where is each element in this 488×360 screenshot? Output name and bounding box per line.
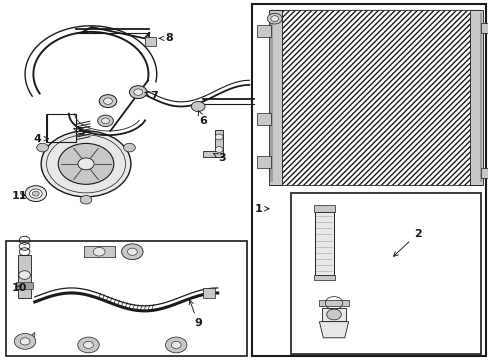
Bar [469, 10, 483, 185]
Text: 6: 6 [198, 111, 206, 126]
Bar [144, 37, 156, 45]
Polygon shape [480, 168, 488, 178]
Circle shape [103, 98, 112, 104]
Circle shape [78, 158, 94, 170]
Circle shape [20, 338, 30, 345]
Text: 3: 3 [213, 153, 226, 163]
Text: 2: 2 [393, 229, 421, 256]
Polygon shape [256, 26, 271, 37]
Circle shape [98, 115, 113, 127]
Circle shape [127, 248, 137, 255]
Text: 5: 5 [74, 127, 85, 136]
Bar [314, 212, 333, 275]
Bar [5, 241, 246, 356]
Polygon shape [203, 130, 222, 157]
Circle shape [122, 244, 143, 260]
Circle shape [78, 337, 99, 353]
Bar [203, 288, 215, 298]
Circle shape [267, 13, 282, 24]
Bar [479, 13, 481, 182]
Circle shape [123, 143, 135, 152]
Circle shape [14, 333, 36, 349]
Circle shape [29, 189, 42, 198]
Text: 11: 11 [11, 191, 27, 201]
Polygon shape [319, 321, 348, 338]
Circle shape [25, 186, 46, 202]
Circle shape [171, 341, 181, 348]
Bar [290, 193, 480, 354]
Bar [251, 4, 485, 356]
Bar [16, 282, 33, 289]
Circle shape [134, 89, 142, 95]
Circle shape [215, 134, 223, 140]
Circle shape [270, 16, 278, 22]
Circle shape [191, 102, 204, 112]
Circle shape [129, 86, 147, 99]
Text: 10: 10 [12, 283, 27, 293]
Polygon shape [256, 113, 271, 125]
Circle shape [165, 337, 186, 353]
Circle shape [93, 247, 105, 256]
Bar [319, 300, 348, 306]
Circle shape [41, 131, 131, 197]
Circle shape [102, 118, 109, 124]
Circle shape [37, 143, 48, 152]
Text: 4: 4 [33, 134, 48, 144]
Bar [270, 13, 272, 182]
Circle shape [32, 191, 39, 196]
Circle shape [19, 271, 30, 279]
Bar [268, 10, 282, 185]
Polygon shape [480, 23, 488, 33]
Circle shape [99, 95, 117, 108]
Bar [83, 246, 115, 257]
Circle shape [83, 341, 93, 348]
Circle shape [80, 195, 92, 204]
Bar [313, 205, 334, 212]
Polygon shape [271, 10, 480, 185]
Circle shape [326, 309, 341, 320]
Bar [18, 255, 31, 298]
Bar [271, 10, 480, 185]
Circle shape [58, 143, 114, 184]
Text: 1: 1 [254, 204, 268, 214]
Bar [313, 275, 334, 280]
Polygon shape [256, 156, 271, 168]
Circle shape [215, 147, 223, 152]
Text: 8: 8 [159, 33, 172, 43]
Text: 7: 7 [144, 91, 158, 101]
Bar [47, 114, 76, 142]
Polygon shape [25, 332, 35, 345]
Text: 9: 9 [189, 300, 202, 328]
Bar [321, 309, 346, 320]
